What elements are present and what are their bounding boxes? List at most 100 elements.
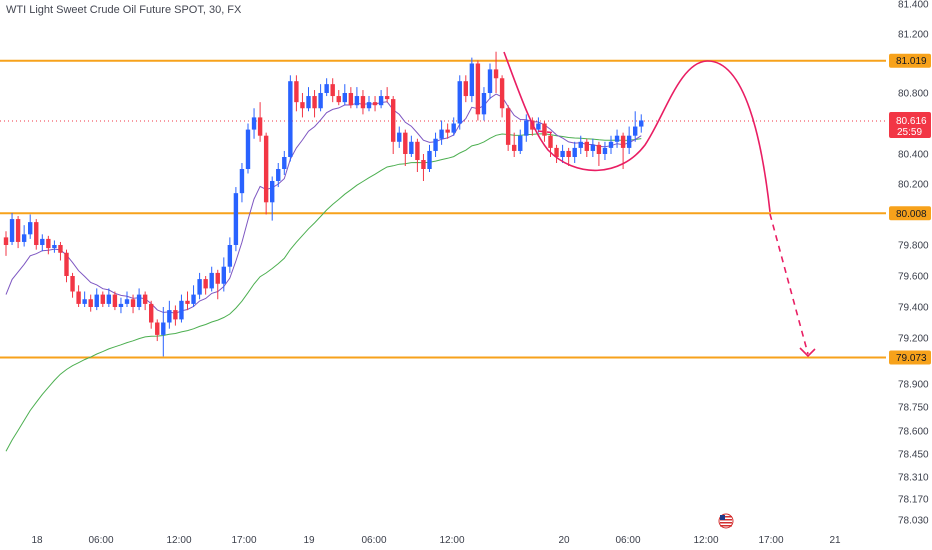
candle-body	[566, 150, 571, 157]
candle-body	[300, 102, 305, 109]
candle-body	[173, 310, 178, 320]
level-tag	[889, 206, 931, 221]
candle-body	[197, 279, 202, 295]
candle-body	[276, 169, 281, 181]
candle-body	[209, 272, 214, 289]
candle-body	[15, 219, 21, 242]
candle-body	[596, 144, 602, 154]
projection-arrowhead	[799, 347, 816, 358]
candle-body	[263, 135, 269, 203]
y-tick-label: 80.400	[898, 150, 929, 161]
candle-body	[578, 141, 583, 148]
candle-body	[372, 102, 378, 106]
candle-body	[136, 294, 142, 307]
candle-body	[88, 299, 93, 307]
candle-body	[475, 63, 481, 115]
candle-body	[64, 252, 69, 276]
candle-body	[34, 222, 39, 245]
ma-fast-line	[5, 93, 642, 314]
candle-body	[409, 141, 414, 154]
candle-body	[142, 294, 148, 304]
candle-body	[330, 84, 335, 97]
candle-body	[391, 99, 396, 142]
x-tick-label: 06:00	[615, 535, 640, 546]
candle-body	[457, 81, 462, 124]
candle-body	[294, 81, 299, 103]
candle-body	[149, 303, 154, 323]
countdown-label: 25:59	[897, 127, 922, 138]
candle-body	[512, 144, 517, 151]
x-tick-label: 12:00	[693, 535, 718, 546]
candle-body	[257, 117, 263, 136]
x-tick-label: 06:00	[361, 535, 386, 546]
candle-body	[52, 245, 57, 249]
candle-body	[427, 150, 432, 169]
candle-body	[28, 222, 33, 235]
y-tick-label: 81.400	[898, 0, 929, 11]
candle-body	[584, 141, 589, 151]
y-tick-label: 80.200	[898, 180, 929, 191]
candle-body	[161, 322, 166, 335]
candle-body	[342, 93, 347, 103]
current-price-label: 80.616	[896, 116, 927, 127]
ma-slow-line	[5, 133, 642, 452]
chart-title: WTI Light Sweet Crude Oil Future SPOT, 3…	[6, 4, 242, 16]
y-tick-label: 79.200	[898, 334, 929, 345]
candle-body	[3, 237, 9, 245]
candle-body	[560, 150, 565, 157]
y-tick-label: 79.400	[898, 303, 929, 314]
candle-body	[518, 135, 523, 151]
candle-body	[505, 108, 511, 145]
x-tick-label: 18	[31, 535, 43, 546]
level-tag-label: 81.019	[896, 56, 927, 67]
y-tick-label: 78.450	[898, 450, 929, 461]
candle-body	[306, 96, 311, 109]
candle-body	[155, 322, 160, 335]
level-tag-label: 79.073	[896, 353, 927, 364]
candle-body	[282, 157, 287, 169]
candle-body	[215, 272, 220, 284]
candle-body	[463, 81, 468, 97]
y-tick-label: 78.750	[898, 403, 929, 414]
candle-body	[360, 96, 366, 109]
y-tick-label: 79.600	[898, 272, 929, 283]
candle-body	[70, 276, 75, 292]
x-tick-label: 06:00	[88, 535, 113, 546]
candle-body	[227, 245, 233, 267]
x-tick-label: 19	[303, 535, 315, 546]
x-tick-label: 17:00	[758, 535, 783, 546]
candle-body	[451, 123, 456, 133]
candle-body	[21, 234, 27, 242]
candle-body	[94, 294, 99, 307]
candle-body	[499, 78, 505, 109]
candle-body	[445, 129, 450, 133]
candle-body	[639, 120, 644, 127]
candle-body	[203, 279, 208, 289]
projection-dashed-line	[769, 213, 809, 355]
candle-body	[318, 93, 323, 109]
candle-body	[221, 266, 226, 284]
candle-body	[590, 144, 596, 151]
projection-curve	[503, 51, 771, 213]
x-tick-label: 12:00	[166, 535, 191, 546]
y-tick-label: 78.170	[898, 495, 929, 506]
candle-body	[76, 291, 81, 304]
candle-body	[378, 96, 384, 106]
candle-body	[366, 102, 372, 109]
candle-body	[433, 138, 438, 151]
candle-body	[167, 310, 172, 323]
us-flag-icon[interactable]	[718, 513, 734, 529]
candle-body	[542, 123, 547, 136]
level-tag	[889, 53, 931, 68]
candle-body	[336, 96, 341, 103]
x-tick-label: 21	[829, 535, 841, 546]
y-tick-label: 79.800	[898, 241, 929, 252]
candle-body	[614, 135, 620, 142]
candle-body	[179, 300, 184, 320]
candle-body	[82, 299, 87, 304]
candle-body	[397, 132, 402, 142]
y-tick-label: 78.600	[898, 427, 929, 438]
candle-body	[245, 129, 251, 169]
candle-body	[481, 93, 487, 115]
